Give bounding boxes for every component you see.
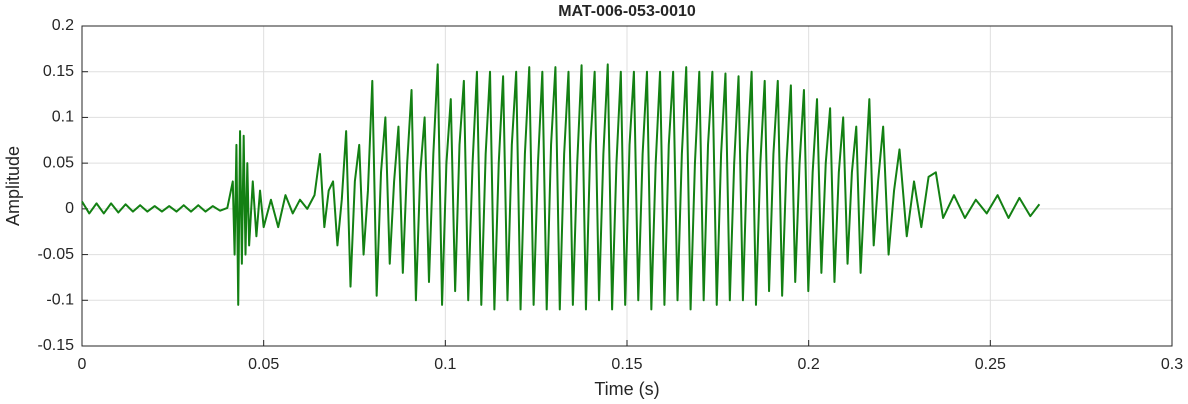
- y-tick-label: 0.1: [52, 109, 74, 126]
- y-tick-label: -0.1: [46, 292, 74, 309]
- x-tick-label: 0.05: [248, 356, 279, 373]
- y-tick-label: 0.15: [43, 63, 74, 80]
- x-tick-label: 0.3: [1161, 356, 1183, 373]
- x-tick-label: 0.15: [611, 356, 642, 373]
- x-tick-label: 0.25: [975, 356, 1006, 373]
- y-tick-label: -0.05: [38, 246, 75, 263]
- x-tick-label: 0.1: [434, 356, 456, 373]
- x-tick-label: 0.2: [798, 356, 820, 373]
- y-tick-label: 0: [65, 200, 74, 217]
- y-tick-label: 0.05: [43, 154, 74, 171]
- chart-title: MAT-006-053-0010: [558, 3, 696, 20]
- axes-box: [81, 25, 1173, 347]
- x-axis-label: Time (s): [594, 379, 659, 399]
- y-tick-label: -0.15: [38, 337, 75, 354]
- y-axis-label: Amplitude: [3, 146, 23, 226]
- x-tick-label: 0: [78, 356, 87, 373]
- y-tick-label: 0.2: [52, 17, 74, 34]
- waveform-line: [81, 63, 1041, 311]
